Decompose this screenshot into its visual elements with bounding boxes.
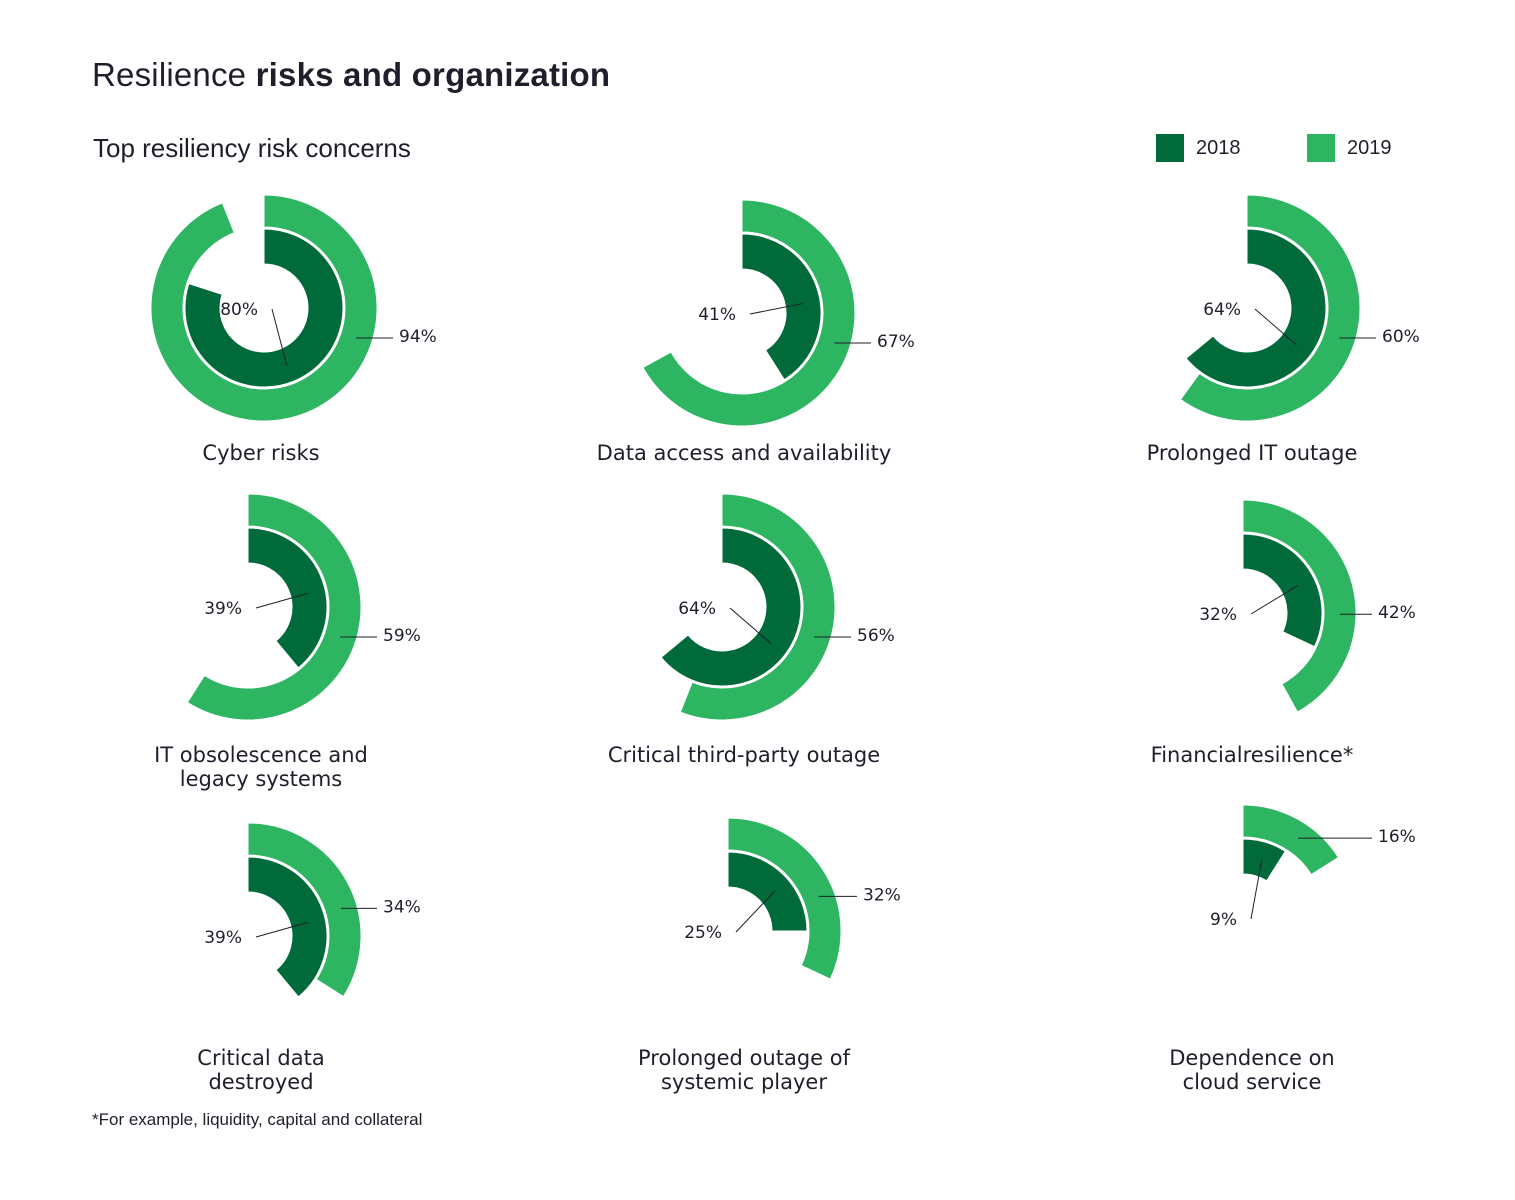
page-title-bold: risks and organization	[255, 56, 611, 93]
leader-line-2018	[255, 592, 309, 609]
bar-2018	[184, 228, 344, 388]
bar-2019	[679, 493, 836, 721]
footnote: *For example, liquidity, capital and col…	[92, 1110, 423, 1129]
category-label: Financialresilience*	[1151, 743, 1354, 767]
data-label-2018: 80%	[220, 300, 258, 320]
page-title-regular: Resilience	[92, 56, 256, 93]
bar-2019	[1242, 499, 1357, 713]
data-label-2019: 94%	[399, 327, 437, 347]
bar-2018	[247, 527, 328, 669]
leader-line-2018	[271, 308, 288, 366]
data-label-2019: 42%	[1378, 603, 1416, 623]
legend-label-2019: 2019	[1347, 136, 1392, 159]
leader-line-2018	[729, 607, 772, 645]
category-label: Prolonged IT outage	[1147, 441, 1358, 465]
legend-label-2018: 2018	[1196, 136, 1241, 159]
bar-2018	[1242, 533, 1323, 648]
bar-2019	[150, 194, 378, 422]
data-label-2018: 64%	[678, 599, 716, 619]
leader-line-2018	[255, 921, 309, 938]
data-label-2018: 32%	[1199, 605, 1237, 625]
category-label: legacy systems	[180, 767, 342, 791]
data-label-2018: 9%	[1210, 910, 1237, 930]
data-label-2019: 67%	[877, 332, 915, 352]
bar-2018	[1242, 838, 1287, 882]
bar-2019	[727, 817, 842, 980]
legend-swatch-2018	[1156, 134, 1184, 162]
category-label: Critical data	[197, 1046, 324, 1070]
leader-line-2018	[1250, 859, 1263, 920]
data-label-2019: 16%	[1378, 827, 1416, 847]
category-label: Data access and availability	[597, 441, 892, 465]
bar-2018	[727, 851, 808, 932]
data-label-2019: 60%	[1382, 327, 1420, 347]
data-label-2018: 25%	[684, 923, 722, 943]
category-label: systemic player	[661, 1070, 827, 1094]
bar-2018	[247, 856, 328, 998]
page-title: Resilience risks and organization	[92, 56, 610, 94]
bar-2018	[1185, 228, 1327, 388]
bar-2019	[247, 822, 362, 998]
data-label-2018: 64%	[1203, 300, 1241, 320]
legend-item-2019: 2019	[1307, 134, 1392, 162]
category-label: Cyber risks	[202, 441, 319, 465]
bar-2019	[1179, 194, 1361, 422]
leader-line-2018	[1250, 584, 1299, 615]
leader-line-2018	[749, 303, 803, 315]
leader-line-2018	[735, 890, 776, 933]
legend-item-2018: 2018	[1156, 134, 1241, 162]
category-label: IT obsolescence and	[154, 743, 368, 767]
data-label-2018: 41%	[698, 305, 736, 325]
data-label-2018: 39%	[204, 599, 242, 619]
bar-2019	[642, 199, 856, 427]
category-label: Critical third-party outage	[608, 743, 880, 767]
bar-2019	[186, 493, 362, 721]
data-label-2018: 39%	[204, 928, 242, 948]
legend-swatch-2019	[1307, 134, 1335, 162]
category-label: Dependence on	[1169, 1046, 1335, 1070]
leader-line-2018	[1254, 308, 1297, 346]
data-label-2019: 32%	[863, 885, 901, 905]
data-label-2019: 34%	[383, 897, 421, 917]
data-label-2019: 56%	[857, 626, 895, 646]
category-label: Prolonged outage of	[638, 1046, 851, 1070]
bar-2018	[660, 527, 802, 687]
bar-2018	[741, 233, 822, 381]
bar-2019	[1242, 804, 1340, 876]
category-label: cloud service	[1183, 1070, 1322, 1094]
data-label-2019: 59%	[383, 626, 421, 646]
category-label: destroyed	[208, 1070, 313, 1094]
chart-title: Top resiliency risk concerns	[93, 133, 411, 163]
